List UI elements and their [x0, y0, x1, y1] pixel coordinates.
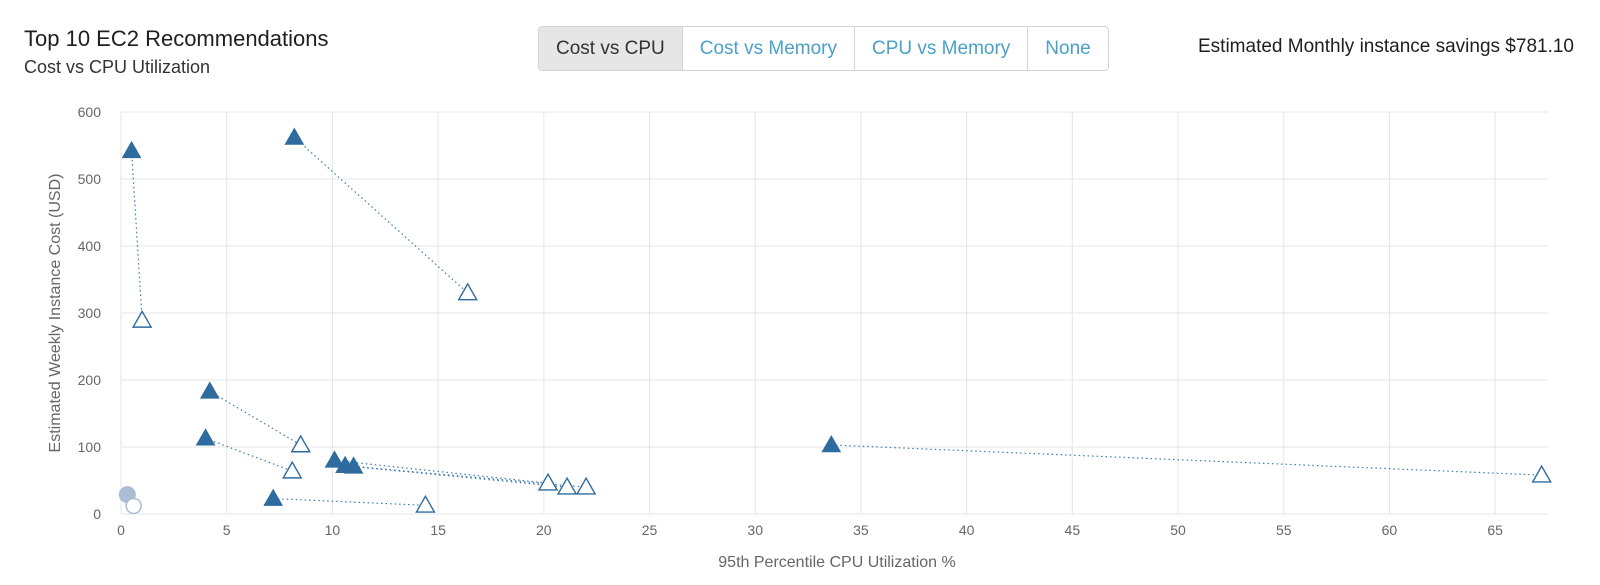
toggle-cpu-vs-memory[interactable]: CPU vs Memory: [854, 27, 1027, 70]
recommended-point[interactable]: [575, 476, 597, 495]
data-points: [118, 127, 1552, 515]
x-axis-ticks: 0 5 10 15 20 25 30 35 40 45 50 55 60 65: [117, 522, 1503, 538]
x-tick-label: 60: [1382, 522, 1398, 538]
y-tick-label: 600: [78, 104, 102, 120]
chart-subtitle: Cost vs CPU Utilization: [24, 57, 211, 77]
toggle-cost-vs-cpu[interactable]: Cost vs CPU: [539, 27, 682, 70]
connector-line: [205, 437, 293, 472]
current-point[interactable]: [199, 381, 220, 399]
x-tick-label: 25: [642, 522, 658, 538]
connector-line: [209, 390, 302, 446]
connector-line: [831, 444, 1542, 476]
x-tick-label: 65: [1487, 522, 1503, 538]
connector-line: [345, 465, 568, 488]
x-tick-label: 20: [536, 522, 552, 538]
y-tick-label: 300: [78, 305, 102, 321]
y-tick-label: 200: [78, 372, 102, 388]
x-tick-label: 40: [959, 522, 975, 538]
current-point[interactable]: [343, 456, 364, 474]
current-point[interactable]: [324, 450, 345, 468]
toggle-none[interactable]: None: [1027, 27, 1107, 70]
recommended-point-circle[interactable]: [125, 497, 142, 515]
recommended-point[interactable]: [131, 309, 153, 328]
current-point[interactable]: [263, 488, 284, 506]
x-tick-label: 55: [1276, 522, 1292, 538]
y-tick-label: 500: [78, 171, 102, 187]
y-tick-label: 400: [78, 238, 102, 254]
recommended-point[interactable]: [282, 460, 303, 479]
current-point[interactable]: [821, 434, 842, 453]
x-tick-label: 45: [1065, 522, 1081, 538]
connector-line: [334, 459, 549, 484]
y-axis-ticks: 0 100 200 300 400 500 600: [78, 104, 102, 522]
x-tick-label: 5: [223, 522, 231, 538]
x-axis-title: 95th Percentile CPU Utilization %: [718, 554, 955, 571]
recommended-point[interactable]: [537, 472, 559, 491]
current-point[interactable]: [121, 140, 142, 159]
x-tick-label: 35: [853, 522, 869, 538]
connector-line: [293, 137, 469, 294]
x-tick-label: 0: [117, 522, 125, 538]
toggle-cost-vs-memory[interactable]: Cost vs Memory: [681, 27, 854, 70]
current-point[interactable]: [284, 127, 305, 145]
recommended-point[interactable]: [556, 476, 578, 495]
y-tick-label: 100: [78, 439, 102, 455]
recommended-point[interactable]: [290, 434, 311, 453]
estimated-savings: Estimated Monthly instance savings $781.…: [1198, 36, 1574, 57]
view-toggle-group: Cost vs CPU Cost vs Memory CPU vs Memory…: [538, 26, 1109, 71]
recommended-point[interactable]: [415, 494, 436, 513]
current-point[interactable]: [195, 428, 216, 446]
y-tick-label: 0: [93, 506, 101, 522]
x-tick-label: 50: [1170, 522, 1186, 538]
connector-line: [130, 150, 143, 321]
x-tick-label: 15: [430, 522, 446, 538]
connector-line: [273, 497, 426, 506]
recommended-point[interactable]: [457, 282, 478, 301]
x-tick-label: 10: [325, 522, 341, 538]
x-tick-label: 30: [747, 522, 763, 538]
y-axis-title: Estimated Weekly Instance Cost (USD): [47, 174, 64, 453]
recommended-point[interactable]: [1531, 464, 1552, 483]
chart-title: Top 10 EC2 Recommendations: [24, 26, 329, 51]
